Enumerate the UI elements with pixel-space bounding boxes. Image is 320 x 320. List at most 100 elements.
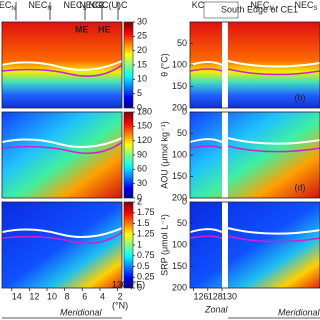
colorbar-tick-label: 30 [137,16,147,26]
x-label: Zonal [204,304,229,314]
label-sub: N [269,6,273,12]
current-label: NECC [79,0,105,10]
isoline-magenta [189,145,320,153]
gap [222,202,228,288]
annotation: ME [75,24,89,34]
colorbar-tick-label: 120 [137,135,152,145]
isoline-magenta [1,231,123,244]
annotation: HE [98,24,111,34]
colorbar-label: AOU (μmol kg⁻¹) [159,121,169,188]
colorbar-tick-label: 15 [137,59,147,69]
y-tick-label: 50 [177,38,187,48]
heatmap-right [190,202,320,288]
y-tick-label: 50 [177,128,187,138]
isoline-white [189,227,320,235]
label-main: NEC [250,0,270,10]
y-tick-label: 50 [177,218,187,228]
x-tick-label: 8 [65,291,70,301]
current-label: NECS [294,0,317,11]
colorbar-tick-label: 180 [137,106,152,116]
isoline-white [1,137,123,148]
y-tick-label: 150 [172,261,187,271]
annotation: South Edge of CE1 [221,4,298,14]
y-tick-label: 150 [172,171,187,181]
x-tick-label: 126 [194,291,209,301]
heatmap-right [190,112,320,198]
gap [222,112,228,198]
isoline-white [189,60,320,68]
colorbar-tick-label: 1.25 [137,229,155,239]
colorbar-tick-label: 2 [137,196,142,206]
x-tick-label: 10 [47,291,57,301]
x-tick-label: 130 [222,291,237,301]
heatmap-left [2,112,122,198]
colorbar-tick-label: 0.5 [137,261,150,271]
colorbar-tick-label: 30 [137,178,147,188]
current-label: NECS [63,0,86,11]
y-tick-label: 0 [182,196,187,206]
heatmap-left [2,22,122,108]
x-tick-label: 128 [208,291,223,301]
y-tick-label: 100 [172,59,187,69]
x-tick-label: 4 [100,291,105,301]
x-label: Meridional [278,307,320,317]
label-sub: N [47,6,51,12]
x-tick-label: 14 [12,291,22,301]
label-main: NEC [28,0,48,10]
isoline-magenta [1,141,123,154]
annotation-box [203,1,239,19]
current-label: NECN [28,0,51,11]
isoline-white [1,227,123,238]
colorbar [123,111,134,199]
label-main: NECC [79,0,105,10]
current-label: KC [192,0,205,10]
y-tick-label: 200 [172,282,187,292]
colorbar [123,21,134,109]
label-main: NGC(U)C [89,0,128,10]
colorbar-label: SRP (μmol L⁻¹) [159,214,169,276]
x-tick-label: 12 [29,291,39,301]
isoline-magenta [189,68,320,76]
colorbar-tick-label: 90 [137,149,147,159]
current-label: NGC(U)C [89,0,128,10]
colorbar-tick-label: 10 [137,74,147,84]
frame [1,21,123,109]
y-tick-label: 0 [182,106,187,116]
label-main: KC [192,0,205,10]
colorbar-tick-label: 0.25 [137,272,155,282]
isoline-magenta [1,64,123,77]
label-sub: S [83,6,87,12]
current-label: NECN [250,0,273,11]
colorbar-tick-label: 0 [137,102,142,112]
current-label: IECN [0,0,16,11]
colorbar-tick-label: 60 [137,164,147,174]
x-unit: 130 (°E) [112,279,145,289]
isoline-white [1,60,123,71]
label-main: NEC [63,0,83,10]
x-unit: (°N) [112,300,128,310]
frame [1,111,123,199]
colorbar-label: θ (°C) [159,53,169,77]
colorbar-tick-label: 0.75 [137,250,155,260]
y-tick-label: 100 [172,149,187,159]
heatmap-left [2,202,122,288]
isoline-magenta [189,235,320,243]
colorbar [123,201,134,289]
label-main: NEC [294,0,314,10]
x-label: Meridional [60,307,103,317]
colorbar-tick-label: 20 [137,45,147,55]
isoline-white [189,137,320,145]
y-tick-label: 200 [172,102,187,112]
x-tick-label: 2 [118,291,123,301]
colorbar-tick-label: 0 [137,282,142,292]
panel-label: (d) [295,182,306,192]
y-tick-label: 200 [172,192,187,202]
colorbar-tick-label: 25 [137,31,147,41]
x-tick-label: 6 [82,291,87,301]
colorbar-tick-label: 1 [137,239,142,249]
label-sub: S [314,6,318,12]
label-sub: N [11,6,15,12]
y-tick-label: 150 [172,81,187,91]
